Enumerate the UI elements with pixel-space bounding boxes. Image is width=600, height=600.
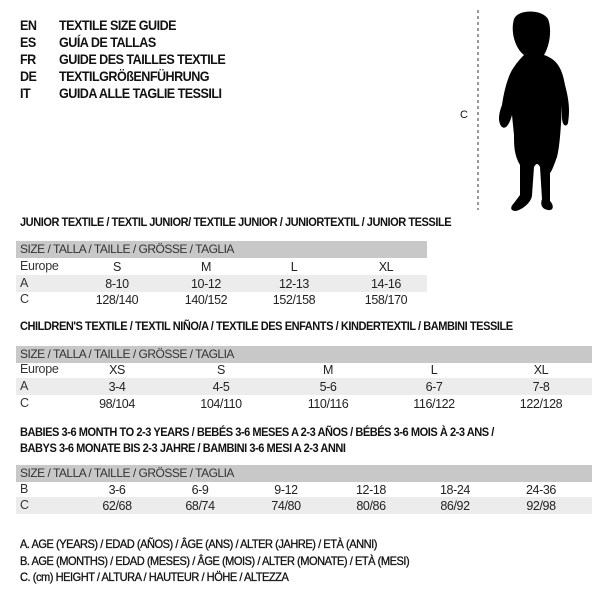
row-shade (16, 378, 592, 395)
table-cell: 10-12 (191, 277, 221, 291)
language-code: IT (20, 85, 31, 101)
table-cell: 80/86 (356, 499, 386, 513)
table-cell: 86/92 (440, 499, 470, 513)
table-cell: S (217, 363, 225, 377)
guide-title: GUIDA ALLE TAGLIE TESSILI (59, 85, 222, 101)
table-cell: 8-10 (105, 277, 129, 291)
row-label: Europe (20, 362, 59, 376)
table-cell: 104/110 (200, 397, 242, 411)
table-cell: M (322, 363, 333, 377)
child-silhouette-icon (477, 10, 569, 211)
language-code: ES (20, 34, 36, 50)
row-label: Europe (20, 259, 59, 273)
table-cell: 128/140 (95, 293, 139, 307)
table-cell: XL (533, 363, 549, 377)
table-cell: 12-18 (356, 483, 386, 497)
table-cell: 12-13 (279, 277, 309, 291)
table-cell: 14-16 (371, 277, 401, 291)
table-cell: 9-12 (274, 483, 298, 497)
table-cell: 62/68 (102, 499, 132, 513)
table-cell: 7-8 (532, 380, 550, 394)
table-cell: 158/170 (364, 293, 408, 307)
size-header-bar: SIZE / TALLA / TAILLE / GRÖSSE / TAGLIA (16, 241, 427, 258)
section-title: CHILDREN'S TEXTILE / TEXTIL NIÑO/A / TEX… (20, 319, 513, 333)
table-cell: XS (109, 363, 125, 377)
size-header-bar: SIZE / TALLA / TAILLE / GRÖSSE / TAGLIA (16, 465, 592, 482)
table-cell: 5-6 (319, 380, 337, 394)
size-header-label: SIZE / TALLA / TAILLE / GRÖSSE / TAGLIA (20, 347, 234, 361)
table-cell: L (430, 363, 438, 377)
table-cell: 6-9 (191, 483, 209, 497)
row-label: C (20, 292, 29, 306)
language-code: EN (20, 17, 37, 33)
table-cell: 98/104 (99, 397, 135, 411)
row-label: A (20, 276, 29, 290)
legend-item: A. AGE (YEARS) / EDAD (AÑOS) / ÂGE (ANS)… (20, 537, 378, 551)
table-cell: 3-6 (108, 483, 126, 497)
table-cell: L (290, 260, 298, 274)
section-title: JUNIOR TEXTILE / TEXTIL JUNIOR/ TEXTILE … (20, 215, 452, 229)
size-header-label: SIZE / TALLA / TAILLE / GRÖSSE / TAGLIA (20, 466, 234, 480)
row-label: C (20, 498, 29, 512)
table-cell: 3-4 (108, 380, 126, 394)
table-cell: 68/74 (185, 499, 215, 513)
section-title: BABIES 3-6 MONTH TO 2-3 YEARS / BEBÉS 3-… (20, 425, 494, 439)
legend-item: C. (cm) HEIGHT / ALTURA / HAUTEUR / HÖHE… (20, 570, 289, 584)
table-cell: XL (378, 260, 394, 274)
height-label: C (460, 109, 468, 121)
table-cell: 140/152 (184, 293, 228, 307)
table-cell: S (113, 260, 121, 274)
language-code: DE (20, 68, 37, 84)
table-cell: 4-5 (212, 380, 230, 394)
guide-title: TEXTILE SIZE GUIDE (59, 17, 177, 33)
table-cell: 74/80 (271, 499, 301, 513)
table-cell: 152/158 (272, 293, 316, 307)
section-title: BABYS 3-6 MONATE BIS 2-3 JAHRE / BAMBINI… (20, 441, 346, 455)
row-shade (16, 275, 427, 292)
size-header-bar: SIZE / TALLA / TAILLE / GRÖSSE / TAGLIA (16, 346, 592, 363)
size-header-label: SIZE / TALLA / TAILLE / GRÖSSE / TAGLIA (20, 242, 234, 256)
table-cell: 92/98 (526, 499, 556, 513)
row-label: B (20, 482, 29, 496)
guide-title: GUIDE DES TAILLES TEXTILE (59, 51, 226, 67)
table-cell: M (200, 260, 211, 274)
row-label: C (20, 396, 29, 410)
table-cell: 6-7 (425, 380, 443, 394)
guide-title: TEXTILGRÖßENFÜHRUNG (59, 68, 210, 84)
legend-item: B. AGE (MONTHS) / EDAD (MESES) / ÂGE (MO… (20, 553, 410, 568)
table-cell: 122/128 (519, 397, 563, 411)
row-shade (16, 497, 592, 514)
table-cell: 110/116 (307, 397, 349, 411)
language-code: FR (20, 51, 36, 67)
table-cell: 18-24 (440, 483, 470, 497)
row-label: A (20, 379, 29, 393)
table-cell: 116/122 (413, 397, 455, 411)
guide-title: GUÍA DE TALLAS (59, 34, 156, 50)
table-cell: 24-36 (526, 483, 556, 497)
